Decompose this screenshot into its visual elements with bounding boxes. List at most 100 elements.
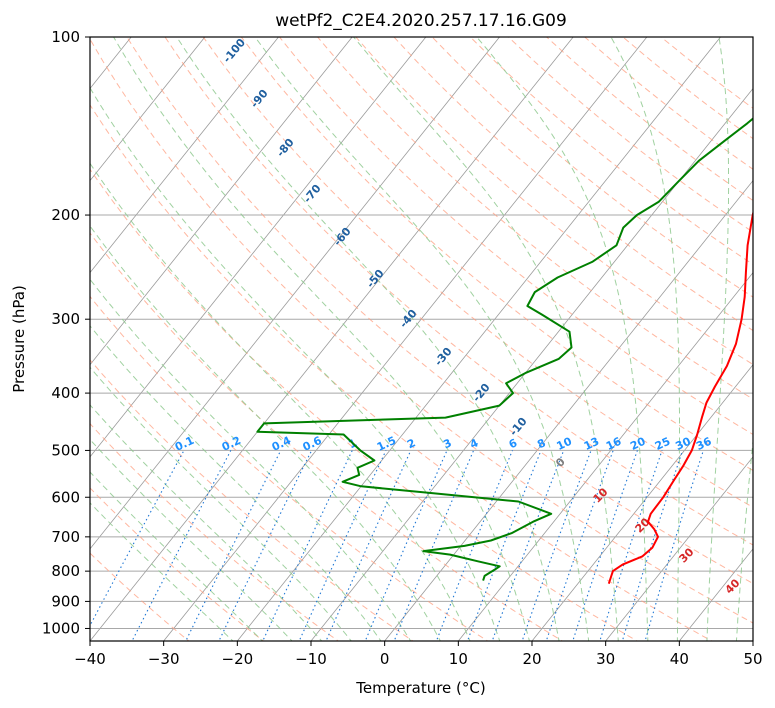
- mixing-ratio-line: [491, 450, 565, 641]
- x-tick-label: 30: [596, 650, 615, 668]
- mixing-ratio-label: 30: [673, 435, 693, 453]
- y-tick-label: 300: [51, 310, 80, 328]
- mixing-ratio-label: 16: [604, 435, 624, 453]
- y-tick-label: 400: [51, 384, 80, 402]
- moist-adiabat-line: [90, 404, 323, 641]
- dry-adiabat-line: [469, 37, 753, 266]
- isotherm-line: [90, 37, 500, 550]
- dry-adiabat-line: [508, 37, 753, 233]
- moist-adiabat-line: [90, 366, 352, 641]
- y-tick-label: 900: [51, 592, 80, 610]
- mixing-ratio-line: [466, 450, 542, 641]
- x-axis-title: Temperature (°C): [355, 679, 485, 697]
- dry-adiabat-label: -60: [331, 225, 354, 249]
- isotherm-line: [163, 37, 648, 641]
- moist-adiabat-line: [90, 502, 234, 641]
- x-tick-label: 10: [449, 650, 468, 668]
- x-tick-label: 0: [380, 650, 390, 668]
- dry-adiabat-line: [126, 37, 753, 585]
- mixing-ratio-label: 20: [628, 435, 648, 453]
- y-axis-ticks: 100 200 300 400 500 600 700 800 900 1000: [42, 28, 90, 637]
- dry-adiabat-label: -70: [301, 182, 324, 206]
- moist-adiabat-line: [113, 37, 530, 641]
- moist-adiabat-line: [90, 278, 412, 641]
- isotherm-line: [0, 37, 58, 641]
- dry-adiabat-line: [90, 422, 340, 641]
- dry-adiabat-line: [90, 295, 489, 641]
- moist-adiabat-line: [90, 162, 471, 641]
- plot-area: -100-90-80-70-60-50-40-30-20-10010203040…: [0, 37, 753, 641]
- isotherm-line: [458, 272, 753, 641]
- mixing-ratio-label: 2: [405, 436, 417, 451]
- dry-adiabat-line: [90, 104, 713, 641]
- dry-adiabat-line: [279, 37, 753, 436]
- dry-adiabats: [90, 37, 753, 641]
- dry-adiabat-line: [90, 168, 639, 641]
- mixing-ratio-line: [325, 450, 412, 641]
- isotherm-line: [90, 37, 279, 274]
- isotherm-line: [679, 548, 753, 641]
- isotherm-line: [752, 640, 753, 641]
- dry-adiabat-label: -80: [274, 136, 297, 160]
- mixing-ratio-label: 36: [694, 435, 714, 453]
- moist-adiabat-line: [90, 325, 382, 641]
- x-tick-label: −10: [295, 650, 327, 668]
- sounding-series: [256, 117, 753, 585]
- isotherm-line: [384, 179, 753, 641]
- mixing-ratio-line: [298, 450, 387, 641]
- x-tick-label: 50: [743, 650, 762, 668]
- chart-title: wetPf2_C2E4.2020.257.17.16.G09: [275, 11, 567, 31]
- dry-adiabat-line: [164, 37, 753, 546]
- mixing-ratio-lines: [90, 450, 704, 641]
- dry-adiabat-line: [202, 37, 753, 508]
- dry-adiabat-line: [90, 38, 753, 624]
- mixing-ratio-line: [545, 450, 614, 641]
- dry-adiabat-label: -40: [397, 307, 420, 331]
- dry-adiabat-line: [90, 552, 190, 641]
- mixing-ratio-label: 6: [507, 436, 520, 451]
- dry-adiabat-line: [90, 487, 265, 641]
- isotherm-line: [237, 37, 721, 641]
- dry-adiabat-line: [240, 37, 753, 472]
- dry-adiabat-line: [431, 37, 753, 298]
- x-tick-label: 20: [522, 650, 541, 668]
- isotherm-line: [310, 87, 753, 641]
- mixing-ratio-label: 10: [555, 435, 575, 453]
- dry-adiabat-line: [90, 359, 414, 641]
- isotherm-line: [90, 37, 427, 458]
- moist-adiabat-line: [706, 37, 730, 641]
- moist-adiabats: [90, 37, 753, 641]
- mixing-ratio-label: 25: [653, 435, 672, 453]
- moist-adiabat-line: [90, 438, 293, 641]
- dry-adiabat-label: -20: [470, 381, 493, 405]
- y-tick-label: 600: [51, 488, 80, 506]
- moist-adiabat-line: [176, 37, 560, 641]
- moist-adiabat-line: [90, 225, 441, 641]
- y-axis-title: Pressure (hPa): [10, 285, 28, 393]
- isotherm-line: [90, 37, 574, 641]
- mixing-ratio-line: [262, 450, 353, 641]
- mixing-ratio-label: 4: [468, 436, 481, 451]
- y-tick-label: 1000: [42, 619, 80, 637]
- mixing-ratio-line: [90, 450, 185, 627]
- moist-adiabat-line: [353, 37, 619, 641]
- y-tick-label: 700: [51, 528, 80, 546]
- dry-adiabat-line: [355, 37, 753, 366]
- curve-labels: -100-90-80-70-60-50-40-30-20-10010203040…: [173, 37, 743, 597]
- moist-adiabat-line: [610, 37, 680, 641]
- y-tick-label: 100: [51, 28, 80, 46]
- plot-frame: [89, 36, 754, 642]
- dry-adiabat-label: -50: [364, 267, 387, 291]
- temperature-profile-line: [607, 210, 753, 585]
- moist-adiabat-label: 10: [591, 485, 611, 505]
- moist-adiabat-line: [90, 471, 264, 641]
- dry-adiabat-label: -10: [507, 415, 530, 439]
- y-tick-label: 800: [51, 562, 80, 580]
- y-tick-label: 200: [51, 206, 80, 224]
- isotherm-line: [90, 37, 206, 182]
- mixing-ratio-line: [644, 450, 704, 641]
- moist-adiabat-line: [90, 86, 501, 641]
- x-tick-label: −40: [74, 650, 106, 668]
- isotherm-line: [531, 364, 753, 641]
